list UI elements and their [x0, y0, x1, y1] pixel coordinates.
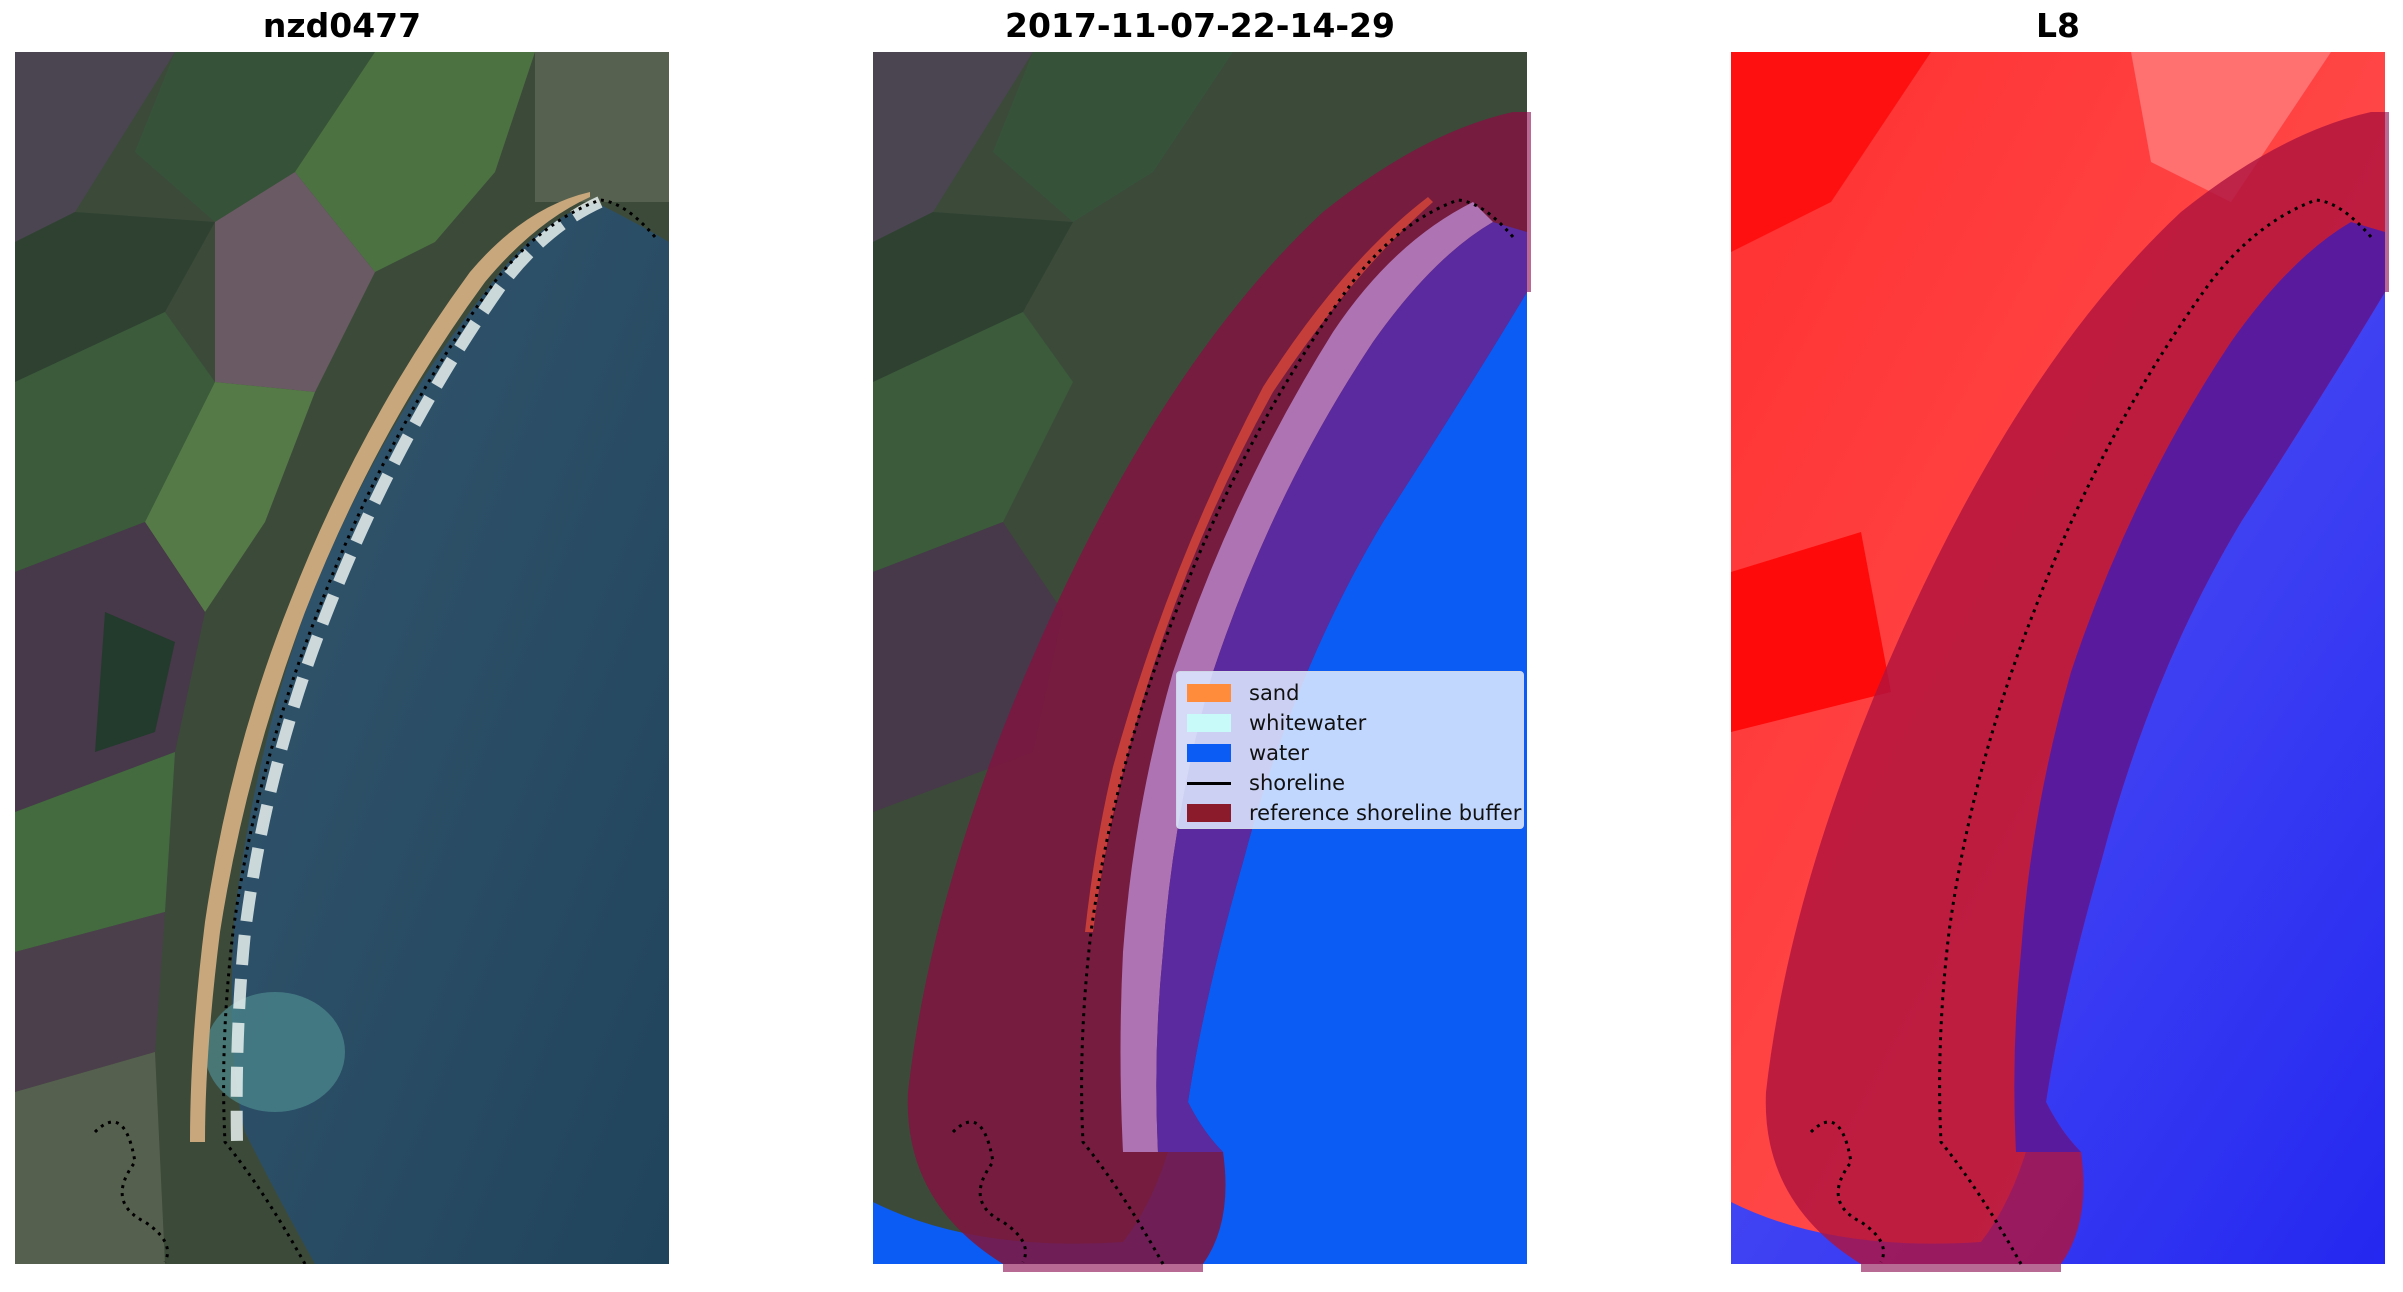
- field-patch: [993, 52, 1233, 222]
- water-index-area: [1731, 282, 2385, 1264]
- water-in-buffer-area: [2014, 222, 2385, 1152]
- classified-image: [873, 52, 1531, 1272]
- field-patch: [873, 312, 1073, 572]
- legend-item-water: water: [1177, 738, 1523, 768]
- legend-item-sand: sand: [1177, 678, 1523, 708]
- legend-label: reference shoreline buffer: [1249, 801, 1522, 825]
- classified-image-panel: [873, 52, 1531, 1272]
- panel-title-classified: 2017-11-07-22-14-29: [1005, 6, 1395, 45]
- whitewater-swatch: [1187, 714, 1231, 732]
- shoreline: [1080, 198, 1515, 1265]
- field-patch: [15, 752, 175, 952]
- legend: sand whitewater water shoreline referenc…: [1176, 671, 1524, 829]
- shoreline: [1938, 198, 2373, 1265]
- field-patch: [215, 172, 375, 392]
- field-patch: [15, 912, 165, 1092]
- field-patch: [873, 52, 1033, 242]
- index-image: [1731, 52, 2389, 1272]
- shallow-water: [205, 992, 345, 1112]
- field-patch: [873, 212, 1073, 382]
- legend-item-shoreline: shoreline: [1177, 768, 1523, 798]
- shoreline: [222, 198, 657, 1264]
- field-highlight: [2131, 52, 2331, 202]
- field-patch: [95, 612, 175, 752]
- legend-item-buffer: reference shoreline buffer: [1177, 798, 1523, 828]
- legend-label: shoreline: [1249, 771, 1346, 795]
- field-patch: [15, 312, 215, 572]
- town-area: [535, 52, 669, 202]
- surf-zone: [230, 196, 603, 1143]
- shoreline-swatch: [1187, 781, 1231, 785]
- index-image-panel: [1731, 52, 2389, 1272]
- beach-sand: [190, 192, 590, 1142]
- rgb-satellite-image: [15, 52, 669, 1264]
- field-patch: [145, 382, 315, 612]
- buffer-swatch: [1187, 804, 1231, 822]
- legend-label: whitewater: [1249, 711, 1367, 735]
- water-swatch: [1187, 744, 1231, 762]
- field-patch: [15, 52, 175, 242]
- field-patch: [295, 52, 535, 272]
- panel-title-rgb: nzd0477: [262, 6, 422, 45]
- field-highlight: [1731, 52, 1931, 252]
- field-patch: [15, 1052, 165, 1264]
- field-highlight: [1731, 532, 1891, 732]
- sea-area: [231, 202, 669, 1264]
- panel-title-index: L8: [2036, 6, 2080, 45]
- field-patch: [15, 212, 215, 382]
- rgb-image-panel: [15, 52, 669, 1264]
- buffer-edge: [2385, 112, 2389, 292]
- sand-swatch: [1187, 684, 1231, 702]
- water-class-area: [873, 282, 1527, 1264]
- legend-label: sand: [1249, 681, 1300, 705]
- field-patch: [135, 52, 375, 222]
- legend-item-whitewater: whitewater: [1177, 708, 1523, 738]
- buffer-edge: [1527, 112, 1531, 292]
- buffer-edge: [1003, 1264, 1203, 1272]
- legend-label: water: [1249, 741, 1309, 765]
- buffer-edge: [1861, 1264, 2061, 1272]
